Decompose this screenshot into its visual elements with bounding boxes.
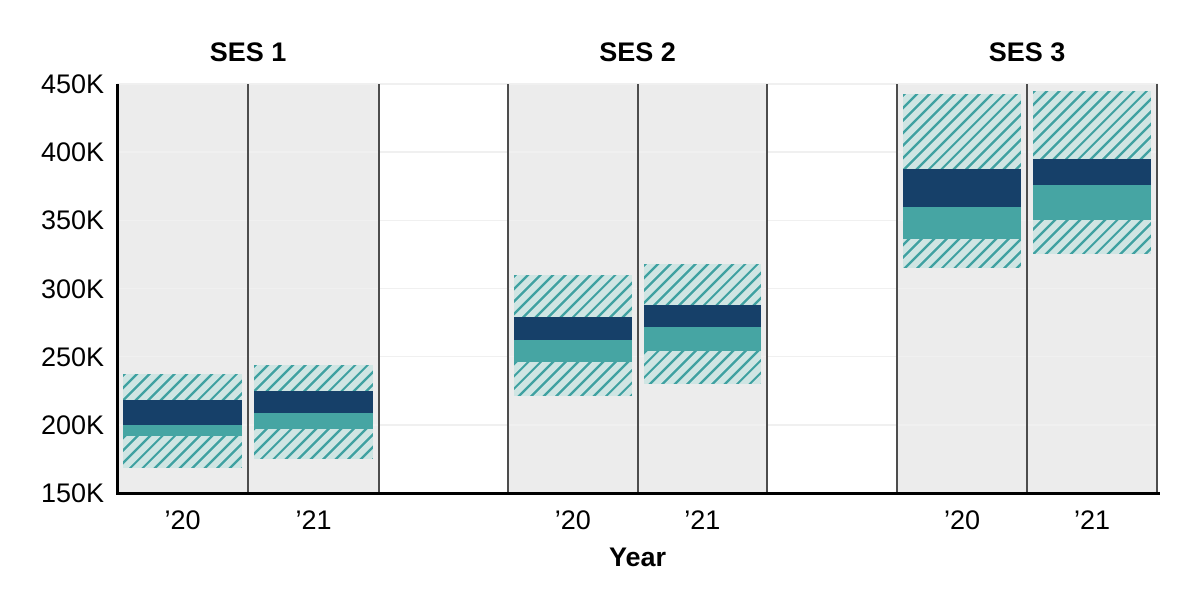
x-tick-label: ’20 bbox=[554, 505, 591, 535]
panel-divider-line bbox=[1026, 84, 1028, 493]
dark-navy-band bbox=[903, 168, 1021, 207]
facet-title: SES 3 bbox=[988, 37, 1066, 67]
y-tick-label: 150K bbox=[40, 478, 104, 508]
dark-navy-band bbox=[643, 304, 761, 327]
dark-navy-band bbox=[123, 400, 242, 425]
mid-teal-band bbox=[903, 206, 1021, 240]
y-tick-label: 250K bbox=[40, 341, 104, 372]
dark-navy-band bbox=[254, 390, 373, 413]
panel-divider-line bbox=[1156, 84, 1158, 493]
panel-divider-line bbox=[896, 84, 898, 493]
dark-navy-band bbox=[1033, 158, 1151, 185]
mid-teal-band bbox=[514, 340, 632, 363]
mid-teal-band bbox=[1033, 184, 1151, 221]
panel-divider-line bbox=[766, 84, 768, 493]
facet-title: SES 1 bbox=[209, 37, 287, 67]
mid-teal-band bbox=[123, 424, 242, 436]
x-tick-label: ’20 bbox=[943, 505, 981, 535]
x-axis-line bbox=[115, 491, 1160, 495]
x-axis-title: Year bbox=[608, 542, 667, 572]
x-tick-label: ’20 bbox=[164, 505, 201, 535]
y-tick-label: 200K bbox=[40, 409, 104, 440]
panel-divider-line bbox=[636, 84, 639, 493]
y-tick-label: 350K bbox=[40, 205, 104, 236]
panel-divider-line bbox=[378, 84, 380, 493]
y-tick-label: 400K bbox=[40, 137, 104, 168]
y-axis-line bbox=[115, 84, 119, 495]
facet-title: SES 2 bbox=[599, 37, 676, 67]
x-tick-label: ’21 bbox=[295, 505, 332, 535]
mid-teal-band bbox=[643, 326, 761, 352]
mid-teal-band bbox=[254, 412, 373, 429]
panel-divider-line bbox=[507, 84, 509, 493]
dark-navy-band bbox=[514, 317, 632, 341]
y-tick-label: 300K bbox=[40, 273, 104, 304]
panel-divider-line bbox=[247, 84, 249, 493]
x-tick-label: ’21 bbox=[684, 505, 721, 535]
x-tick-label: ’21 bbox=[1073, 505, 1111, 535]
y-tick-label: 450K bbox=[40, 69, 104, 99]
